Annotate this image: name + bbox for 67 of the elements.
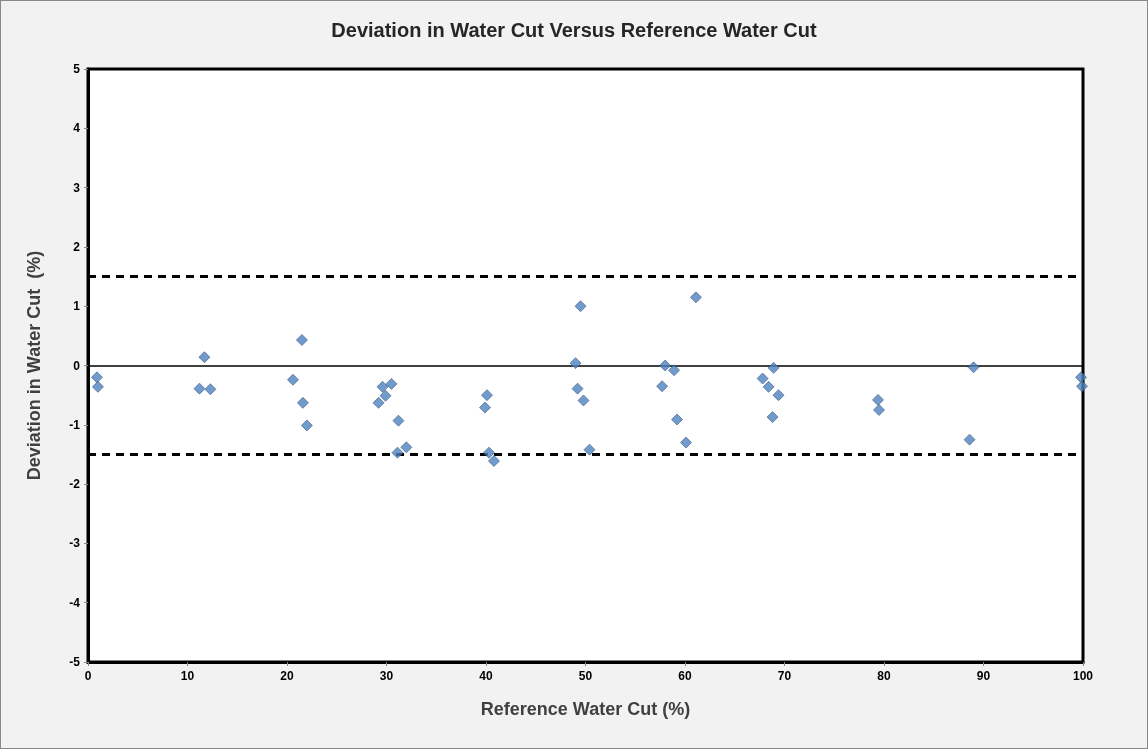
y-tick-label: -5 xyxy=(69,655,81,669)
x-tick-label: 80 xyxy=(877,669,891,683)
point xyxy=(479,401,491,414)
y-tick-label: -2 xyxy=(69,477,81,492)
point xyxy=(372,396,385,409)
point xyxy=(571,382,584,395)
point xyxy=(762,380,775,393)
y-tick-label: -4 xyxy=(69,595,81,610)
x-tick-label: 90 xyxy=(976,669,991,683)
x-axis-title: Reference Water Cut (%) xyxy=(480,699,691,719)
point xyxy=(574,300,587,313)
x-tick-label: 10 xyxy=(180,669,195,683)
point xyxy=(301,419,313,432)
y-tick-label: 4 xyxy=(73,121,81,136)
point xyxy=(872,393,884,406)
point xyxy=(198,351,211,364)
point xyxy=(659,359,671,372)
point xyxy=(379,389,392,402)
point xyxy=(385,377,398,390)
y-tick-label: -3 xyxy=(69,536,81,551)
point xyxy=(488,455,500,467)
x-tick-label: 0 xyxy=(84,669,92,683)
point xyxy=(967,361,980,374)
x-tick-label: 40 xyxy=(479,669,493,683)
point xyxy=(297,396,309,409)
point xyxy=(690,291,702,304)
y-tick-label: -1 xyxy=(69,417,81,432)
point xyxy=(583,443,596,456)
point xyxy=(1075,371,1087,384)
y-tick-label: 0 xyxy=(73,358,81,373)
point xyxy=(577,394,590,407)
point xyxy=(569,357,582,370)
point xyxy=(756,372,769,385)
y-tick-label: 1 xyxy=(73,299,81,314)
point xyxy=(668,364,680,377)
point xyxy=(193,382,206,395)
x-tick-label: 20 xyxy=(280,669,294,683)
x-tick-label: 100 xyxy=(1072,669,1094,683)
x-tick-label: 30 xyxy=(379,669,394,683)
point xyxy=(767,361,780,374)
chart-title: Deviation in Water Cut Versus Reference Water Cut xyxy=(331,19,817,41)
point xyxy=(656,380,669,393)
y-tick-label: 2 xyxy=(73,239,81,254)
point xyxy=(400,441,413,454)
point xyxy=(287,373,299,386)
point xyxy=(481,389,493,402)
y-tick-label: 5 xyxy=(73,62,81,76)
point xyxy=(91,371,103,384)
point xyxy=(772,389,785,402)
point xyxy=(204,383,217,396)
x-tick-label: 50 xyxy=(578,669,593,683)
x-tick-label: 70 xyxy=(777,669,792,683)
point xyxy=(483,446,495,459)
point xyxy=(392,414,405,427)
point xyxy=(963,433,976,446)
y-tick-label: 3 xyxy=(73,180,81,195)
point xyxy=(766,411,779,423)
point xyxy=(1076,380,1088,393)
point xyxy=(376,380,389,393)
x-tick-label: 60 xyxy=(678,669,692,683)
y-axis-title: Deviation in Water Cut (%) xyxy=(24,250,44,481)
point xyxy=(671,413,683,426)
point xyxy=(391,446,404,459)
point xyxy=(296,334,308,346)
point xyxy=(92,380,104,393)
point xyxy=(680,436,692,449)
point xyxy=(873,404,885,416)
